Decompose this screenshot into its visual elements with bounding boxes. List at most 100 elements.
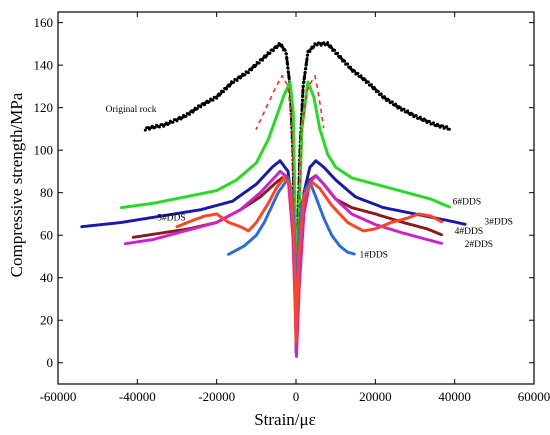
- data-point: [299, 181, 302, 184]
- data-point: [304, 103, 307, 106]
- data-point: [289, 108, 292, 110]
- data-point: [299, 189, 301, 192]
- data-point: [298, 196, 301, 199]
- data-point: [366, 80, 370, 84]
- y-tick-label: 80: [40, 185, 53, 200]
- data-point: [292, 182, 295, 185]
- data-point: [291, 158, 294, 161]
- data-point: [287, 89, 290, 92]
- data-point: [292, 165, 294, 168]
- data-point: [289, 115, 292, 118]
- data-point: [447, 127, 451, 131]
- data-point: [298, 203, 301, 206]
- data-point: [369, 83, 373, 87]
- data-point: [292, 184, 295, 186]
- data-point: [320, 108, 322, 111]
- data-point: [291, 132, 293, 135]
- data-point: [289, 105, 291, 108]
- data-point: [390, 100, 394, 104]
- data-point: [287, 70, 291, 74]
- data-point: [184, 114, 188, 118]
- data-point: [277, 80, 280, 83]
- series-label: 4#DDS: [455, 227, 484, 237]
- x-tick-label: 0: [293, 389, 300, 404]
- data-point: [292, 174, 295, 177]
- series-label: 2#DDS: [465, 240, 494, 250]
- data-point: [356, 71, 360, 75]
- data-point: [333, 48, 337, 52]
- data-point: [298, 195, 301, 197]
- data-point: [291, 150, 294, 153]
- data-point: [271, 49, 275, 53]
- data-point: [270, 96, 273, 98]
- data-point: [157, 125, 161, 129]
- data-point: [302, 121, 304, 123]
- data-point: [387, 98, 391, 102]
- series-label: Original rock: [106, 105, 157, 115]
- data-point: [319, 103, 321, 105]
- data-point: [285, 56, 289, 60]
- data-point: [266, 103, 269, 106]
- data-point: [320, 111, 323, 114]
- data-point: [315, 83, 318, 86]
- data-point: [274, 88, 276, 90]
- data-point: [321, 118, 324, 121]
- data-point: [259, 119, 262, 121]
- data-point: [299, 179, 302, 182]
- data-point: [291, 130, 293, 133]
- data-point: [299, 164, 302, 167]
- data-point: [321, 119, 324, 122]
- data-point: [188, 112, 191, 116]
- data-point: [207, 100, 211, 104]
- data-point: [284, 52, 288, 56]
- data-point: [316, 86, 319, 88]
- data-point: [376, 90, 380, 93]
- series-label: 1#DDS: [359, 251, 388, 261]
- data-point: [321, 116, 323, 119]
- x-tick-label: -40000: [119, 389, 156, 404]
- data-point: [291, 156, 294, 158]
- data-point: [300, 153, 302, 156]
- data-point: [291, 157, 294, 160]
- y-axis-title: Compressive strength/MPa: [7, 92, 26, 277]
- data-point: [330, 46, 334, 50]
- data-point: [265, 54, 269, 57]
- data-point: [300, 144, 303, 147]
- data-point: [300, 139, 303, 142]
- data-point: [300, 137, 303, 140]
- data-point: [303, 113, 305, 115]
- data-point: [304, 67, 308, 71]
- data-point: [301, 98, 304, 102]
- data-point: [402, 107, 406, 111]
- data-point: [281, 76, 284, 78]
- data-point: [300, 156, 302, 158]
- data-point: [318, 100, 321, 103]
- data-point: [301, 94, 305, 98]
- data-point: [379, 92, 383, 96]
- data-point: [290, 125, 293, 127]
- data-point: [346, 62, 350, 66]
- data-point: [305, 57, 309, 60]
- data-point: [235, 78, 239, 82]
- data-point: [314, 74, 316, 77]
- data-point: [353, 69, 357, 73]
- data-point: [314, 77, 317, 80]
- data-point: [322, 126, 325, 129]
- data-point: [317, 94, 320, 97]
- x-axis-title: Strain/με: [254, 410, 316, 429]
- x-tick-label: 40000: [438, 389, 471, 404]
- data-point: [302, 80, 306, 84]
- data-point: [298, 206, 301, 209]
- data-point: [398, 106, 402, 110]
- data-point: [290, 116, 292, 119]
- data-point: [311, 80, 313, 82]
- data-point: [373, 87, 377, 91]
- data-point: [250, 68, 254, 72]
- x-tick-label: 20000: [359, 389, 392, 404]
- data-point: [280, 43, 284, 47]
- data-point: [301, 127, 303, 130]
- data-point: [363, 78, 367, 82]
- data-point: [199, 105, 203, 109]
- data-point: [414, 114, 418, 118]
- data-point: [153, 125, 157, 129]
